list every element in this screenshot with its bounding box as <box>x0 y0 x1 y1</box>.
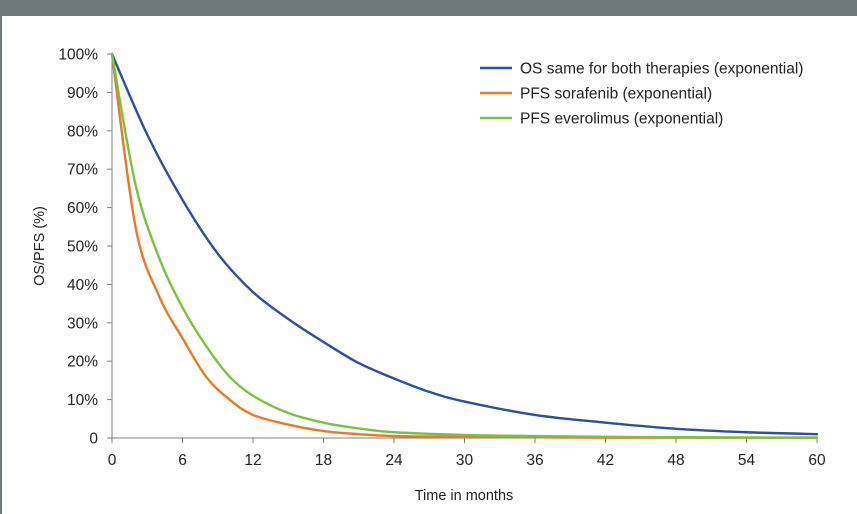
y-tick-label: 20% <box>67 354 98 371</box>
y-ticks: 0 10% 20% 30% 40% 50% 60% 70% 80% 90% 100% <box>58 47 112 448</box>
os-series-line <box>110 52 819 436</box>
x-axis-title: Time in months <box>415 488 514 504</box>
y-tick-label: 0 <box>89 431 98 448</box>
header-bar <box>0 0 857 16</box>
frame-left-border <box>0 16 2 514</box>
x-tick-label: 6 <box>178 452 187 469</box>
legend-label-pfs-sorafenib: PFS sorafenib (exponential) <box>520 86 712 103</box>
x-tick-label: 0 <box>108 452 117 469</box>
y-tick-label: 40% <box>67 277 98 294</box>
y-tick-label: 70% <box>67 162 98 179</box>
x-tick-label: 60 <box>808 452 826 469</box>
x-tick-label: 42 <box>597 452 614 469</box>
series-lines <box>110 52 819 439</box>
x-tick-label: 18 <box>315 452 332 469</box>
legend: OS same for both therapies (exponential)… <box>480 61 803 128</box>
x-tick-label: 48 <box>667 452 684 469</box>
x-ticks: 0 6 12 18 24 30 36 42 48 54 60 <box>108 438 826 469</box>
legend-label-pfs-everolimus: PFS everolimus (exponential) <box>520 111 723 128</box>
y-tick-label: 30% <box>67 315 98 332</box>
x-tick-label: 24 <box>385 452 403 469</box>
legend-label-os: OS same for both therapies (exponential) <box>520 61 803 78</box>
y-tick-label: 80% <box>67 123 98 140</box>
y-tick-label: 90% <box>67 85 98 102</box>
x-tick-label: 54 <box>738 452 756 469</box>
y-tick-label: 10% <box>67 392 98 409</box>
y-tick-label: 100% <box>58 47 98 64</box>
pfs-everolimus-series-line <box>110 52 819 439</box>
x-tick-label: 30 <box>456 452 474 469</box>
y-tick-label: 60% <box>67 200 98 217</box>
x-tick-label: 36 <box>526 452 543 469</box>
x-tick-label: 12 <box>244 452 261 469</box>
y-axis-title: OS/PFS (%) <box>32 206 48 286</box>
y-tick-label: 50% <box>67 239 98 256</box>
